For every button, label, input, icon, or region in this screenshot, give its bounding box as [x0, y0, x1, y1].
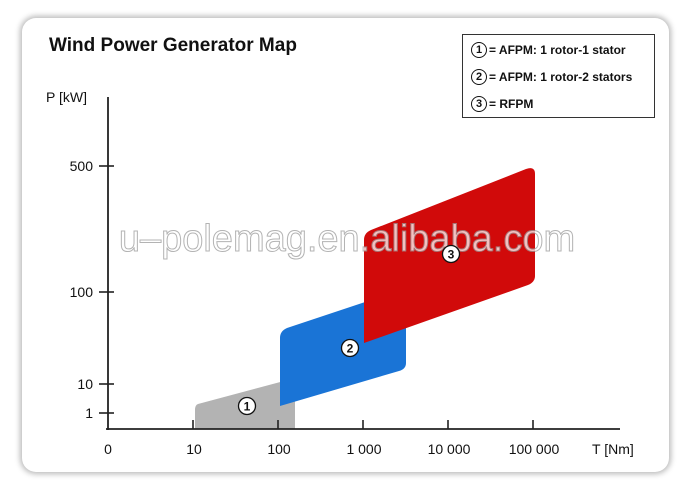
chart-title: Wind Power Generator Map: [49, 35, 297, 56]
legend-number-2: 2: [471, 69, 487, 85]
legend-label-2: = AFPM: 1 rotor-2 stators: [489, 70, 633, 84]
legend-label-3: = RFPM: [489, 97, 534, 111]
region-marker-2: 2: [340, 338, 360, 358]
legend-box: 1 = AFPM: 1 rotor-1 stator 2 = AFPM: 1 r…: [462, 34, 655, 118]
region-marker-3: 3: [441, 244, 461, 264]
legend-item-afpm-1-stator: 1 = AFPM: 1 rotor-1 stator: [471, 42, 626, 58]
x-tick-label-10000: 10 000: [428, 441, 471, 457]
legend-number-3: 3: [471, 96, 487, 112]
legend-number-1: 1: [471, 42, 487, 58]
legend-label-1: = AFPM: 1 rotor-1 stator: [489, 43, 626, 57]
y-tick-label-1: 1: [85, 405, 93, 421]
y-axis-title: P [kW]: [46, 89, 87, 105]
region-marker-3-label: 3: [448, 248, 455, 262]
y-tick-label-500: 500: [70, 158, 94, 174]
x-tick-label-0: 0: [104, 441, 112, 457]
legend-item-afpm-2-stators: 2 = AFPM: 1 rotor-2 stators: [471, 69, 632, 85]
legend-item-rfpm: 3 = RFPM: [471, 96, 533, 112]
y-tick-label-10: 10: [77, 376, 93, 392]
region-marker-1-label: 1: [244, 400, 251, 414]
x-axis-title: T [Nm]: [592, 441, 634, 457]
x-tick-label-100000: 100 000: [509, 441, 560, 457]
x-tick-label-100: 100: [267, 441, 291, 457]
x-tick-label-1000: 1 000: [346, 441, 381, 457]
region-marker-1: 1: [237, 396, 257, 416]
region-marker-2-label: 2: [347, 342, 354, 356]
x-tick-label-10: 10: [186, 441, 202, 457]
watermark-text: u–polemag.en.alibaba.com: [119, 218, 575, 260]
y-tick-label-100: 100: [70, 284, 94, 300]
